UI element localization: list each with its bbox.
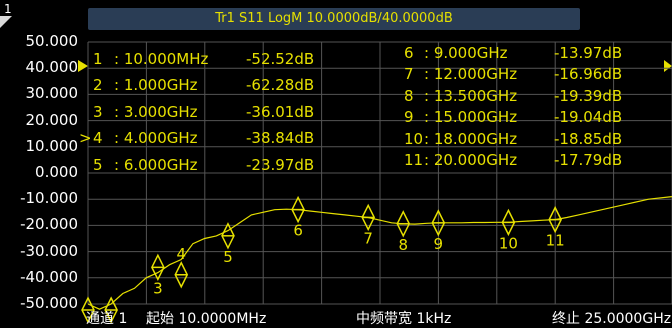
marker-table-id[interactable]: 10 <box>404 129 424 148</box>
y-tick-label: 50.000 <box>25 32 79 50</box>
y-tick-label: -30.000 <box>20 241 78 260</box>
marker-table-frequency[interactable]: : 13.500GHz <box>424 86 518 105</box>
marker-label: 8 <box>398 236 408 254</box>
marker-label: 6 <box>293 222 303 240</box>
y-tick-label: -10.000 <box>20 189 78 208</box>
if-bandwidth[interactable]: 中频带宽 1kHz <box>356 311 452 327</box>
marker-4-icon[interactable] <box>174 261 189 289</box>
marker-table-frequency[interactable]: : 15.000GHz <box>424 108 518 127</box>
marker-9-icon[interactable] <box>431 209 446 237</box>
marker-table-id[interactable]: 1 <box>93 50 103 68</box>
marker-table-id[interactable]: 9 <box>404 108 414 127</box>
marker-table-frequency[interactable]: : 18.000GHz <box>424 129 518 148</box>
marker-table-value[interactable]: -19.39dB <box>554 86 623 105</box>
y-tick-label: -20.000 <box>20 215 78 234</box>
marker-label: 5 <box>223 248 233 266</box>
marker-table-frequency[interactable]: : 6.000GHz <box>114 155 198 174</box>
marker-table-value[interactable]: -52.52dB <box>246 50 315 68</box>
window-corner-icon <box>0 16 12 28</box>
y-tick-label: 30.000 <box>25 84 79 103</box>
trace-header[interactable]: Tr1 S11 LogM 10.0000dB/40.0000dB <box>88 8 580 30</box>
marker-label: 4 <box>176 245 186 263</box>
window-number: 1 <box>4 2 12 16</box>
marker-2-icon[interactable] <box>104 296 118 324</box>
marker-table-value[interactable]: -36.01dB <box>246 102 315 121</box>
marker-8-icon[interactable] <box>396 210 411 238</box>
marker-6-icon[interactable] <box>291 195 305 224</box>
grid <box>87 41 672 305</box>
marker-label: 7 <box>363 229 373 247</box>
marker-table-id[interactable]: 11 <box>404 151 424 169</box>
marker-3-icon[interactable] <box>151 253 165 282</box>
marker-11-icon[interactable] <box>548 205 562 234</box>
markers: 34 5 6 7 8 9 10 11 <box>81 195 565 324</box>
marker-table-frequency[interactable]: : 1.000GHz <box>114 76 198 95</box>
marker-table-id[interactable]: 5 <box>93 155 103 174</box>
start-frequency[interactable]: 起始 10.0000MHz <box>146 311 267 327</box>
marker-table-frequency[interactable]: : 10.000MHz <box>114 50 209 68</box>
marker-7-icon[interactable] <box>361 203 376 232</box>
marker-table-id[interactable]: 8 <box>404 86 414 105</box>
marker-table-value[interactable]: -23.97dB <box>246 155 315 174</box>
active-marker-indicator-icon: > <box>79 129 92 148</box>
marker-10-icon[interactable] <box>501 208 516 237</box>
y-tick-label: 40.000 <box>25 58 79 77</box>
marker-table-value[interactable]: -16.96dB <box>554 65 623 84</box>
marker-table-frequency[interactable]: : 4.000GHz <box>114 129 198 148</box>
y-tick-label: -40.000 <box>20 267 78 286</box>
channel-label[interactable]: 通道 1 <box>86 311 128 327</box>
marker-table-value[interactable]: -62.28dB <box>246 76 315 95</box>
marker-table-value[interactable]: -18.85dB <box>554 129 623 148</box>
marker-label: 10 <box>499 234 518 252</box>
marker-table-id[interactable]: 6 <box>404 44 414 62</box>
y-tick-label: 0.000 <box>35 163 78 181</box>
y-tick-label: 20.000 <box>25 110 79 129</box>
marker-table-value[interactable]: -38.84dB <box>246 129 315 148</box>
marker-5-icon[interactable] <box>221 222 235 250</box>
marker-label: 3 <box>153 279 163 297</box>
status-footer: 通道 1 起始 10.0000MHz 中频带宽 1kHz 终止 25.0000G… <box>0 306 672 327</box>
right-edge-arrow-icon <box>664 60 672 72</box>
marker-table-frequency[interactable]: : 12.000GHz <box>424 65 518 84</box>
stop-frequency[interactable]: 终止 25.0000GHz <box>552 311 672 327</box>
marker-table-id[interactable]: 3 <box>93 102 103 121</box>
marker-table-id[interactable]: 7 <box>404 65 414 84</box>
trace-series <box>87 196 672 310</box>
y-tick-label: 10.000 <box>25 136 79 155</box>
marker-table-value[interactable]: -19.04dB <box>554 108 623 127</box>
marker-table-frequency[interactable]: : 3.000GHz <box>114 102 198 121</box>
trace-header-label: Tr1 S11 LogM 10.0000dB/40.0000dB <box>215 11 453 26</box>
title-bar: 1 Tr1 S11 LogM 10.0000dB/40.0000dB <box>0 0 672 30</box>
marker-label: 11 <box>546 232 565 250</box>
y-tick-label: -50.000 <box>20 294 78 312</box>
trace-line <box>87 196 672 310</box>
marker-table-frequency[interactable]: : 20.000GHz <box>424 151 518 169</box>
marker-label: 9 <box>434 235 444 253</box>
marker-1-icon[interactable] <box>81 296 95 324</box>
reference-level-arrow-icon[interactable] <box>78 60 88 72</box>
marker-table-value[interactable]: -13.97dB <box>554 44 623 62</box>
marker-table-id[interactable]: 2 <box>93 76 103 95</box>
marker-table-id[interactable]: 4 <box>93 129 103 148</box>
marker-table-value[interactable]: -17.79dB <box>554 151 623 169</box>
marker-table-frequency[interactable]: : 9.000GHz <box>424 44 508 62</box>
